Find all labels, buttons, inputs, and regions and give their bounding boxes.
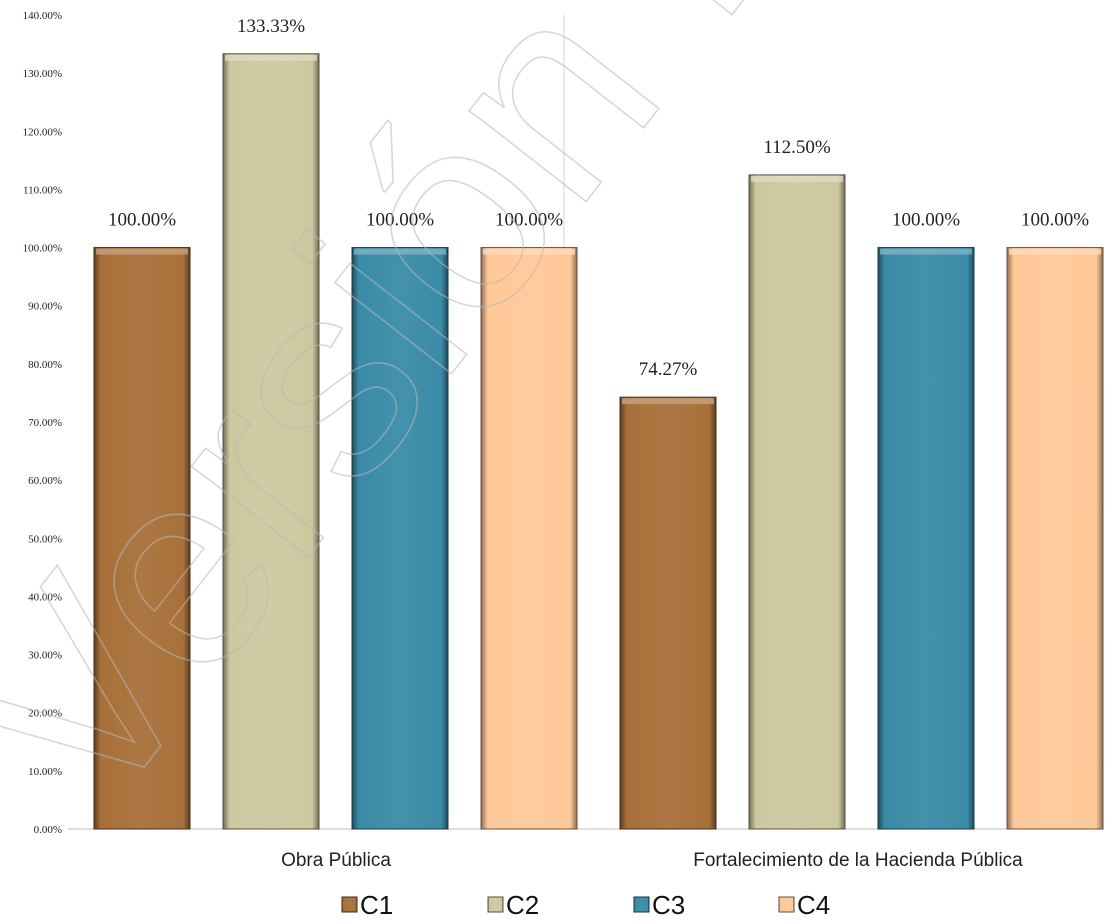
- y-tick-label: 50.00%: [28, 533, 62, 545]
- bar-highlight: [354, 248, 446, 255]
- legend-label-c2: C2: [506, 890, 539, 920]
- bar-c2-1: [222, 53, 320, 830]
- bar-c2-2: [748, 174, 846, 830]
- bar-c1-1: [93, 247, 191, 830]
- legend-swatch-c4: [778, 896, 795, 913]
- y-tick-label: 110.00%: [23, 184, 62, 196]
- y-tick-label: 30.00%: [28, 650, 62, 662]
- legend-label-c1: C1: [360, 890, 393, 920]
- legend-label-c3: C3: [652, 890, 685, 920]
- y-tick-label: 10.00%: [28, 766, 62, 778]
- bar-highlight: [1009, 248, 1101, 255]
- legend-swatch-c1: [341, 896, 358, 913]
- bar-highlight: [483, 248, 575, 255]
- data-label: 112.50%: [763, 137, 831, 158]
- y-tick-label: 120.00%: [23, 126, 62, 138]
- data-label: 74.27%: [639, 359, 698, 380]
- legend-swatch-c3: [633, 896, 650, 913]
- y-tick-label: 40.00%: [28, 591, 62, 603]
- bar-highlight: [622, 398, 714, 405]
- data-label: 133.33%: [237, 16, 305, 37]
- data-label: 100.00%: [892, 210, 960, 231]
- bar-c4-1: [480, 247, 578, 830]
- bar-c4-2: [1006, 247, 1104, 830]
- y-tick-label: 140.00%: [23, 10, 62, 22]
- category-label: Obra Pública: [281, 850, 391, 871]
- bar-highlight: [880, 248, 972, 255]
- data-label: 100.00%: [1021, 210, 1089, 231]
- chart-axes: 0.00% 10.00% 20.00% 30.00% 40.00% 50.00% 60.00…: [23, 10, 1100, 871]
- y-tick-label: 60.00%: [28, 475, 62, 487]
- bar-highlight: [225, 54, 317, 61]
- y-tick-label: 0.00%: [34, 824, 62, 836]
- y-tick-label: 100.00%: [23, 243, 62, 255]
- category-label: Fortalecimiento de la Hacienda Pública: [693, 850, 1023, 871]
- y-tick-label: 20.00%: [28, 708, 62, 720]
- y-tick-label: 70.00%: [28, 417, 62, 429]
- data-label: 100.00%: [495, 210, 563, 231]
- bar-highlight: [751, 175, 843, 182]
- data-label: 100.00%: [108, 210, 176, 231]
- bar-c3-1: [351, 247, 449, 830]
- data-label: 100.00%: [366, 210, 434, 231]
- y-tick-label: 80.00%: [28, 359, 62, 371]
- chart-bars: [93, 53, 1104, 830]
- legend-label-c4: C4: [797, 890, 830, 920]
- bar-c3-2: [877, 247, 975, 830]
- bar-highlight: [96, 248, 188, 255]
- chart-legend: C1 C2 C3 C4: [341, 890, 830, 920]
- bar-c1-2: [619, 396, 717, 830]
- y-tick-label: 90.00%: [28, 301, 62, 313]
- legend-swatch-c2: [487, 896, 504, 913]
- y-tick-label: 130.00%: [23, 68, 62, 80]
- chart-data-labels: 100.00% 133.33% 100.00% 100.00% 74.27% 112.50…: [108, 16, 1089, 380]
